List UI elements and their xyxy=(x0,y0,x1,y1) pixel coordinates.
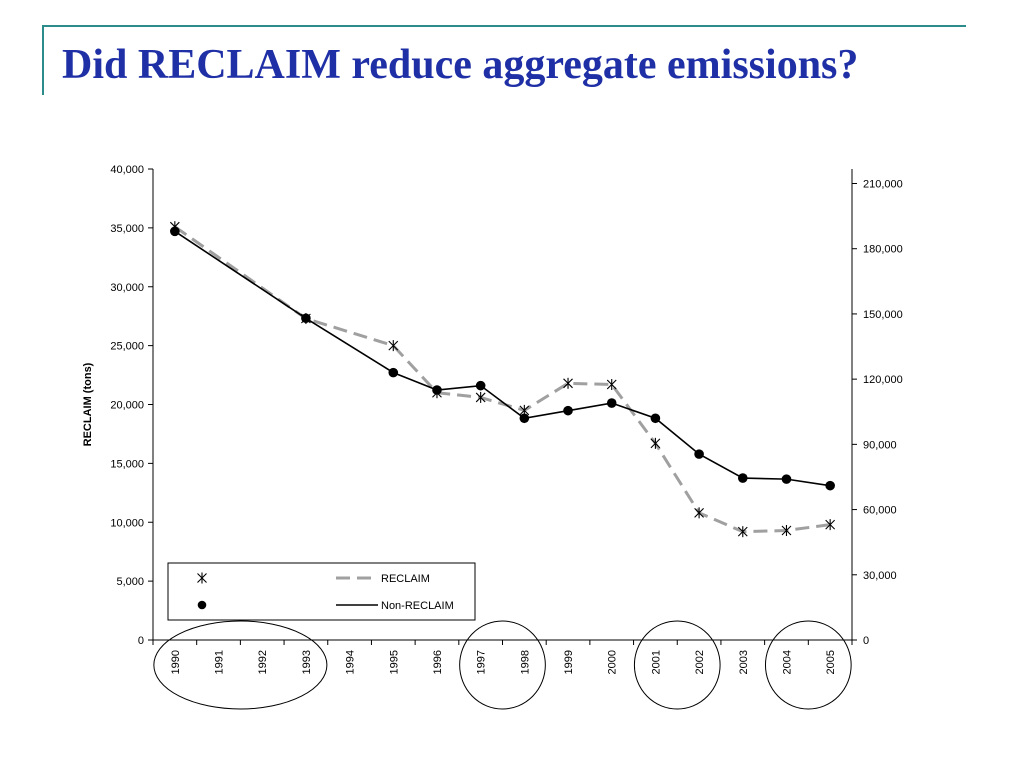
reclaim-point-2001 xyxy=(650,437,661,449)
x-tick-label: 1990 xyxy=(170,650,182,674)
x-tick-label: 1991 xyxy=(214,650,226,674)
left-tick-label: 5,000 xyxy=(116,576,144,588)
non-reclaim-point-1990 xyxy=(170,226,180,237)
highlight-ellipse-2004-2005 xyxy=(764,620,852,710)
non-reclaim-point-2001 xyxy=(650,413,661,424)
right-tick-label: 210,000 xyxy=(863,178,903,190)
non-reclaim-series-line xyxy=(174,230,831,487)
right-tick-label: 90,000 xyxy=(863,439,897,451)
slide-title: Did RECLAIM reduce aggregate emissions? xyxy=(62,42,859,88)
x-tick-label: 1997 xyxy=(476,650,488,674)
non-reclaim-point-1999 xyxy=(563,405,573,416)
x-tick-label: 1992 xyxy=(257,650,269,674)
legend-reclaim-label: RECLAIM xyxy=(381,573,430,585)
highlight-ellipse-2001-2002 xyxy=(633,620,721,710)
x-tick-label: 2002 xyxy=(694,650,706,674)
reclaim-point-1999 xyxy=(563,377,573,389)
non-reclaim-point-2003 xyxy=(737,473,748,483)
title-rule-vertical xyxy=(42,25,44,95)
non-reclaim-point-2004 xyxy=(781,474,792,484)
reclaim-point-2004 xyxy=(781,524,792,536)
non-reclaim-point-1998 xyxy=(519,413,530,424)
non-reclaim-point-2005 xyxy=(825,480,835,491)
left-tick-label: 40,000 xyxy=(110,164,144,176)
chart-legend: RECLAIM Non-RECLAIM xyxy=(167,562,476,621)
left-tick-label: 0 xyxy=(138,635,144,647)
right-tick-label: 150,000 xyxy=(863,309,903,321)
non-reclaim-point-1996 xyxy=(432,385,442,395)
left-tick-label: 35,000 xyxy=(110,223,144,235)
right-tick-label: 30,000 xyxy=(863,570,897,582)
reclaim-point-2005 xyxy=(825,519,836,531)
highlight-ellipse-1997-1998 xyxy=(459,620,546,710)
x-tick-label: 1995 xyxy=(388,650,400,674)
right-tick-label: 180,000 xyxy=(863,244,903,256)
left-axis-title: RECLAIM (tons) xyxy=(82,362,94,446)
reclaim-point-2002 xyxy=(694,507,704,519)
x-tick-label: 1998 xyxy=(519,650,531,674)
legend-reclaim-marker xyxy=(197,572,207,584)
right-tick-label: 120,000 xyxy=(863,374,903,386)
non-reclaim-point-2002 xyxy=(694,449,704,459)
left-tick-label: 25,000 xyxy=(110,341,144,353)
left-tick-label: 30,000 xyxy=(110,282,144,294)
x-tick-label: 2004 xyxy=(781,650,793,674)
right-tick-label: 60,000 xyxy=(863,505,897,517)
left-tick-label: 15,000 xyxy=(110,458,144,470)
highlight-ellipse-1990-1993 xyxy=(153,620,328,710)
reclaim-point-1997 xyxy=(475,391,486,403)
non-reclaim-point-1997 xyxy=(475,380,486,391)
legend-box xyxy=(167,562,476,621)
x-tick-label: 2000 xyxy=(607,650,619,674)
legend-non-reclaim-label: Non-RECLAIM xyxy=(381,600,454,612)
x-tick-label: 2001 xyxy=(650,650,662,674)
reclaim-point-2003 xyxy=(737,526,748,538)
x-tick-label: 1996 xyxy=(432,650,444,674)
left-tick-label: 20,000 xyxy=(110,400,144,412)
non-reclaim-point-1995 xyxy=(388,367,399,378)
right-tick-label: 0 xyxy=(863,635,869,647)
x-tick-label: 2003 xyxy=(738,650,750,674)
x-tick-label: 1993 xyxy=(301,650,313,674)
reclaim-point-2000 xyxy=(606,378,617,390)
left-tick-label: 10,000 xyxy=(110,517,144,529)
x-tick-label: 1999 xyxy=(563,650,575,674)
x-tick-label: 1994 xyxy=(345,650,357,674)
x-tick-label: 2005 xyxy=(825,650,837,674)
reclaim-point-1995 xyxy=(388,340,399,352)
non-reclaim-point-2000 xyxy=(606,398,617,408)
title-rule-horizontal xyxy=(42,25,966,27)
legend-non-reclaim-marker xyxy=(197,600,207,610)
non-reclaim-point-1993 xyxy=(301,313,311,324)
reclaim-series-line xyxy=(173,225,831,534)
